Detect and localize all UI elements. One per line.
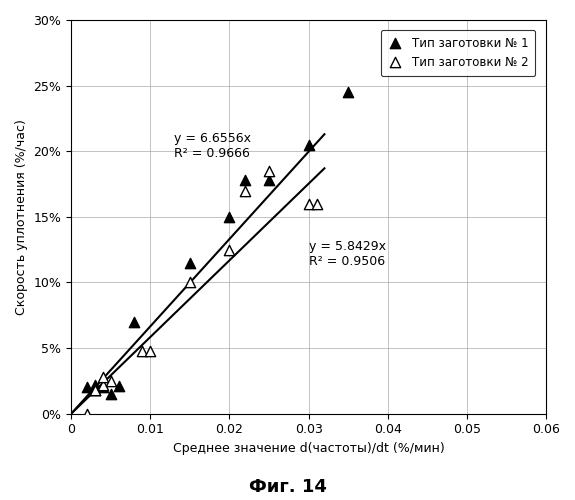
Тип заготовки № 2 <box>185 278 194 286</box>
Тип заготовки № 1 <box>264 176 274 184</box>
Тип заготовки № 2 <box>312 200 321 207</box>
Тип заготовки № 1 <box>130 318 139 326</box>
Тип заготовки № 1 <box>98 384 108 392</box>
Тип заготовки № 1 <box>241 176 250 184</box>
Тип заготовки № 1 <box>225 213 234 221</box>
Text: y = 6.6556x
R² = 0.9666: y = 6.6556x R² = 0.9666 <box>174 132 251 160</box>
Legend: Тип заготовки № 1, Тип заготовки № 2: Тип заготовки № 1, Тип заготовки № 2 <box>381 30 535 76</box>
Тип заготовки № 2 <box>90 386 99 394</box>
Тип заготовки № 1 <box>90 386 99 394</box>
Тип заготовки № 2 <box>82 410 91 418</box>
Тип заготовки № 2 <box>98 373 108 381</box>
Тип заготовки № 2 <box>304 200 313 207</box>
Text: y = 5.8429x
R² = 0.9506: y = 5.8429x R² = 0.9506 <box>309 240 386 268</box>
Тип заготовки № 2 <box>241 186 250 194</box>
Тип заготовки № 2 <box>138 346 147 354</box>
X-axis label: Среднее значение d(частоты)/dt (%/мин): Среднее значение d(частоты)/dt (%/мин) <box>172 442 444 455</box>
Text: Фиг. 14: Фиг. 14 <box>248 478 327 496</box>
Тип заготовки № 2 <box>98 381 108 389</box>
Тип заготовки № 1 <box>114 382 123 390</box>
Тип заготовки № 2 <box>145 346 155 354</box>
Тип заготовки № 1 <box>304 140 313 148</box>
Тип заготовки № 1 <box>82 384 91 392</box>
Тип заготовки № 1 <box>185 259 194 267</box>
Тип заготовки № 1 <box>90 381 99 389</box>
Тип заготовки № 2 <box>106 377 116 385</box>
Y-axis label: Скорость уплотнения (%/час): Скорость уплотнения (%/час) <box>15 119 28 315</box>
Тип заготовки № 2 <box>264 167 274 175</box>
Тип заготовки № 1 <box>344 88 353 96</box>
Тип заготовки № 2 <box>225 246 234 254</box>
Тип заготовки № 1 <box>106 390 116 398</box>
